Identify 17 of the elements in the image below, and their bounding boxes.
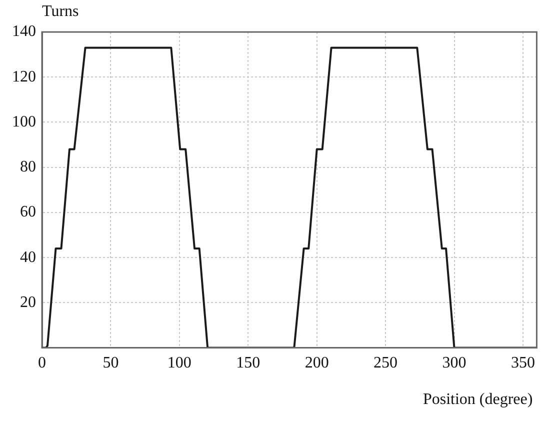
x-axis-title: Position (degree) [422, 391, 533, 408]
y-tick-label: 120 [12, 68, 36, 86]
x-tick-label: 300 [442, 354, 466, 372]
x-tick-label: 100 [167, 354, 192, 372]
y-tick-label: 80 [20, 158, 36, 176]
y-tick-label: 140 [12, 23, 36, 40]
x-tick-label: 50 [102, 354, 119, 372]
x-tick-label: 350 [510, 354, 535, 372]
x-tick-label: 0 [38, 354, 46, 372]
y-tick-label: 60 [20, 204, 36, 221]
y-tick-label: 20 [20, 294, 36, 311]
x-tick-label: 150 [236, 354, 260, 372]
y-tick-label: 100 [12, 113, 36, 130]
x-tick-label: 250 [374, 354, 398, 372]
y-tick-label: 40 [20, 248, 36, 266]
x-tick-label: 200 [304, 354, 329, 372]
y-axis-title: Turns [42, 3, 79, 20]
